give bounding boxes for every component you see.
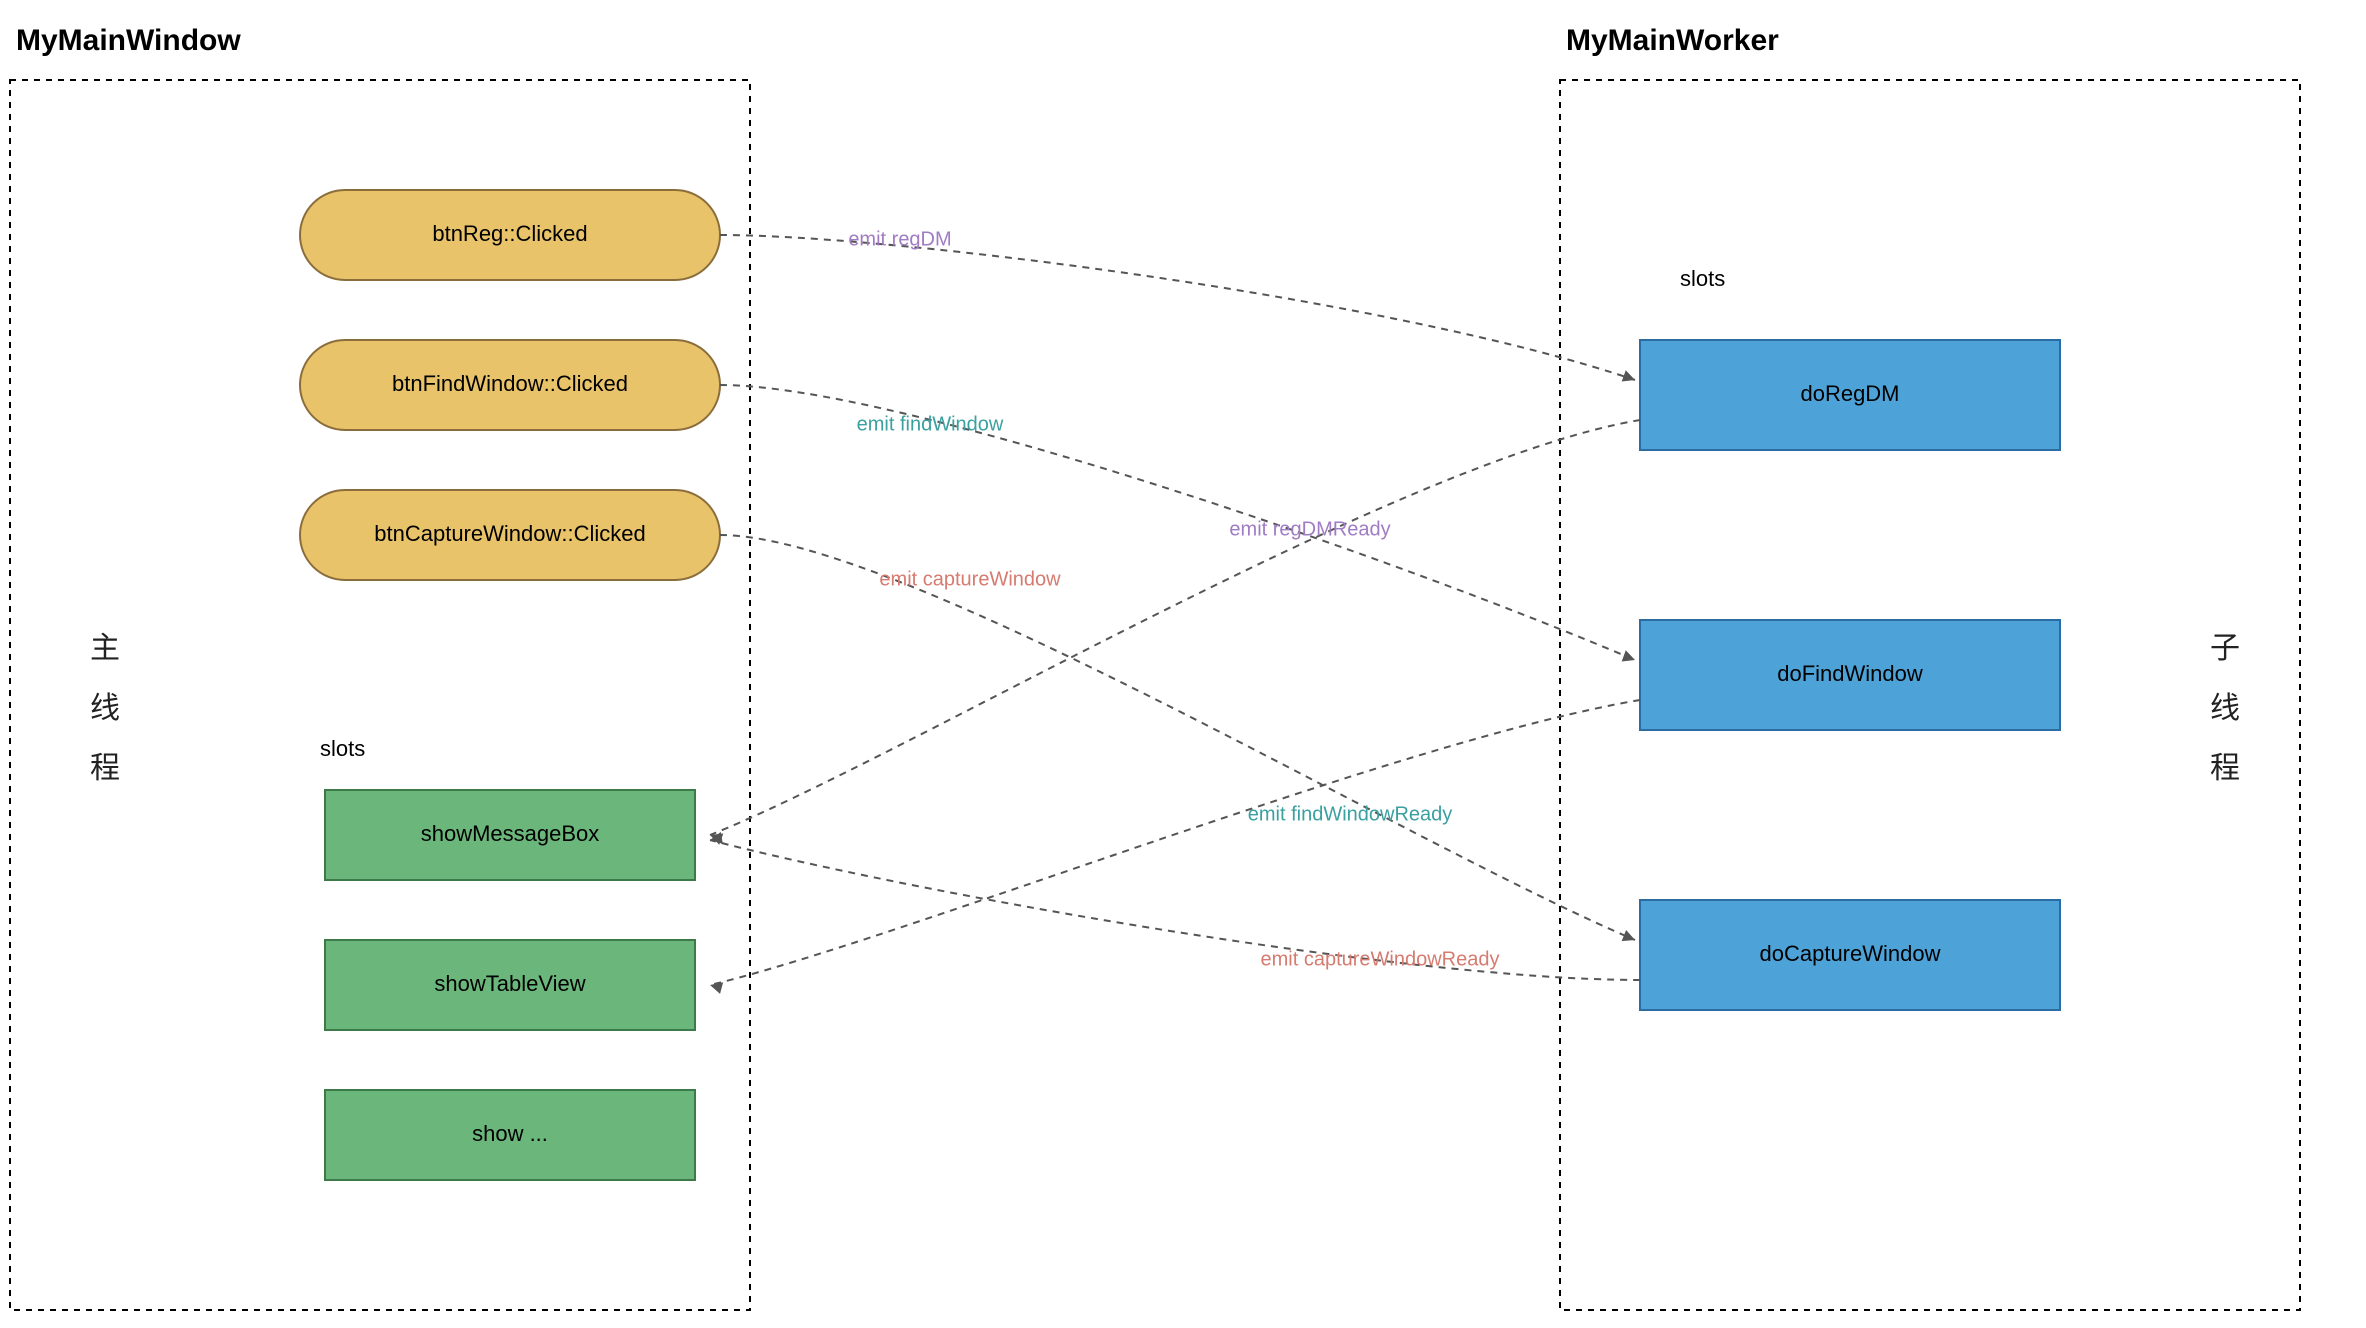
- button-label: btnReg::Clicked: [432, 221, 587, 246]
- right-thread-label-char: 子: [2210, 632, 2240, 665]
- right-slots-label: slots: [1680, 266, 1725, 291]
- slot-label: showMessageBox: [421, 821, 600, 846]
- button-btnCapture[interactable]: btnCaptureWindow::Clicked: [300, 490, 720, 580]
- edge-label-emitRegDMReady: emit regDMReady: [1229, 518, 1390, 540]
- right-thread-label-char: 线: [2210, 692, 2240, 725]
- left-thread-label-char: 程: [90, 752, 120, 785]
- edge-label-emitRegDM: emit regDM: [848, 228, 951, 250]
- edge-label-emitFindWindow: emit findWindow: [857, 413, 1004, 435]
- slot-label: show ...: [472, 1121, 548, 1146]
- slot-showMore: show ...: [325, 1090, 695, 1180]
- edge-label-emitCaptureWindow: emit captureWindow: [879, 568, 1061, 590]
- slot-doRegDM: doRegDM: [1640, 340, 2060, 450]
- slot-showTable: showTableView: [325, 940, 695, 1030]
- slot-showMsg: showMessageBox: [325, 790, 695, 880]
- edge-emitCaptureWindowReady: [710, 840, 1640, 980]
- slot-label: showTableView: [434, 971, 585, 996]
- left-thread-label-char: 主: [90, 632, 120, 665]
- edge-label-emitFindWindowReady: emit findWindowReady: [1248, 803, 1453, 825]
- right-container-title: MyMainWorker: [1566, 24, 1779, 57]
- edge-emitCaptureWindow: [720, 535, 1635, 940]
- left-container-title: MyMainWindow: [16, 24, 241, 57]
- arrow-head: [1622, 650, 1635, 661]
- button-btnFind[interactable]: btnFindWindow::Clicked: [300, 340, 720, 430]
- edge-emitRegDMReady: [710, 420, 1640, 835]
- button-btnReg[interactable]: btnReg::Clicked: [300, 190, 720, 280]
- left-thread-label: 主线程: [90, 632, 120, 785]
- signal-slot-diagram: MyMainWindowslots主线程MyMainWorkerslots子线程…: [0, 0, 2366, 1328]
- button-label: btnFindWindow::Clicked: [392, 371, 628, 396]
- arrow-head: [710, 982, 723, 994]
- slot-label: doFindWindow: [1777, 661, 1923, 686]
- slot-label: doCaptureWindow: [1760, 941, 1941, 966]
- slot-doFindWindow: doFindWindow: [1640, 620, 2060, 730]
- edge-emitRegDM: [720, 235, 1635, 380]
- right-thread-label-char: 程: [2210, 752, 2240, 785]
- button-label: btnCaptureWindow::Clicked: [374, 521, 645, 546]
- right-thread-label: 子线程: [2210, 632, 2240, 785]
- left-thread-label-char: 线: [90, 692, 120, 725]
- slot-doCaptureWindow: doCaptureWindow: [1640, 900, 2060, 1010]
- slot-label: doRegDM: [1800, 381, 1899, 406]
- edge-emitFindWindowReady: [710, 700, 1640, 985]
- edge-label-emitCaptureWindowReady: emit captureWindowReady: [1261, 948, 1500, 970]
- left-slots-label: slots: [320, 736, 365, 761]
